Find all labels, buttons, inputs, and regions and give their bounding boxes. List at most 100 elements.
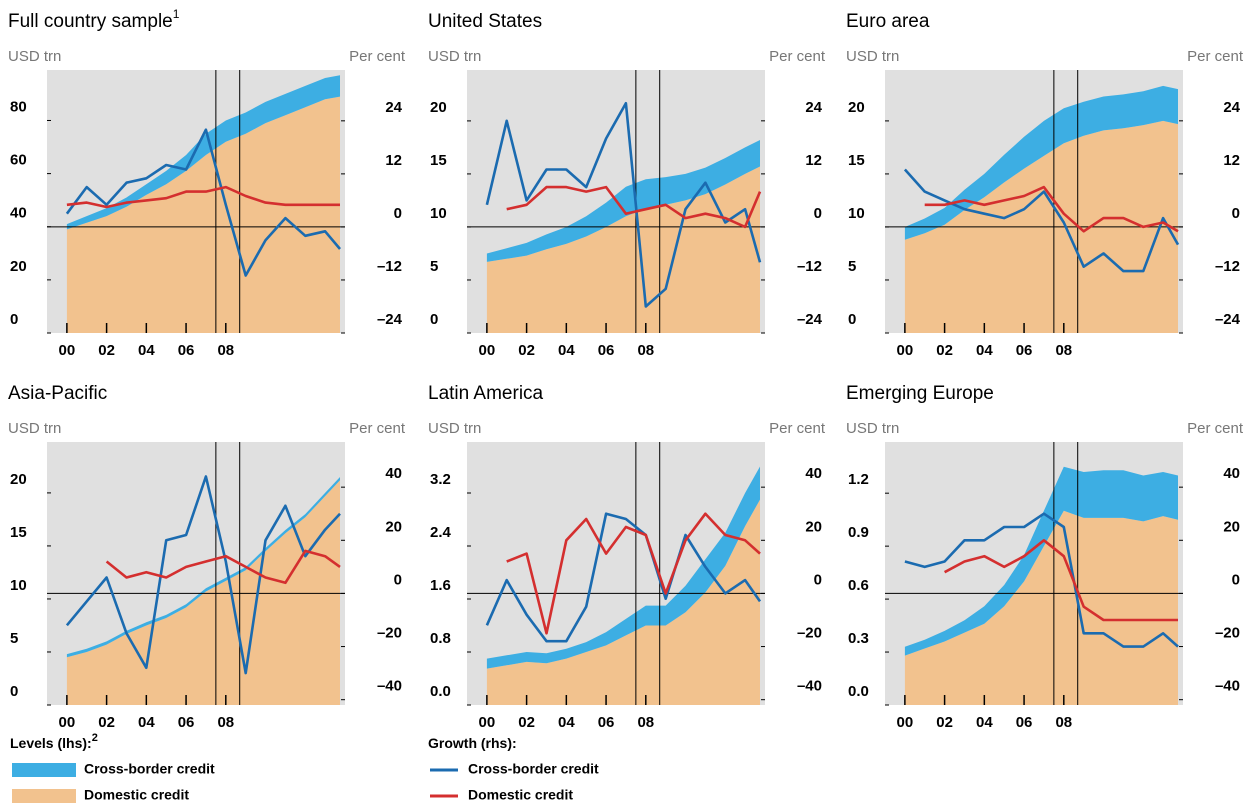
x-tick-label: 06 bbox=[1016, 342, 1033, 359]
growth-line bbox=[66, 185, 340, 209]
y2-tick-label: –24 bbox=[797, 311, 823, 328]
growth-line bbox=[924, 185, 1179, 233]
y-axis-unit: USD trn bbox=[846, 420, 899, 437]
x-tick-label: 02 bbox=[98, 714, 115, 731]
y-tick-label: 0 bbox=[430, 311, 438, 328]
x-tick-label: 06 bbox=[178, 342, 195, 359]
y-tick-label: 15 bbox=[10, 524, 27, 541]
panel-title-text: Asia-Pacific bbox=[8, 383, 107, 404]
legend-label: Domestic credit bbox=[84, 787, 189, 803]
y-tick-label: 0.6 bbox=[848, 577, 869, 594]
x-tick-label: 04 bbox=[138, 714, 155, 731]
y2-tick-label: –12 bbox=[797, 258, 822, 275]
y2-axis-unit: Per cent bbox=[1187, 48, 1244, 65]
growth-line bbox=[105, 549, 341, 585]
y-tick-label: 10 bbox=[430, 205, 447, 222]
x-tick-label: 02 bbox=[936, 342, 953, 359]
panel-title-text: United States bbox=[428, 11, 542, 32]
y-tick-label: 5 bbox=[848, 258, 856, 275]
y-tick-label: 1.6 bbox=[430, 577, 451, 594]
y-tick-label: 15 bbox=[848, 152, 865, 169]
y2-tick-label: –20 bbox=[797, 625, 822, 642]
x-tick-label: 00 bbox=[479, 342, 496, 359]
x-tick-label: 06 bbox=[178, 714, 195, 731]
y-tick-label: 2.4 bbox=[430, 524, 452, 541]
area bbox=[904, 466, 1178, 656]
area bbox=[66, 75, 341, 230]
panel-title: Latin America bbox=[428, 383, 544, 404]
y-axis-unit: USD trn bbox=[846, 48, 899, 65]
x-tick-label: 00 bbox=[59, 714, 76, 731]
y2-tick-label: –40 bbox=[797, 678, 822, 695]
y-tick-label: 80 bbox=[10, 98, 27, 115]
panel-title: United States bbox=[428, 11, 542, 32]
y2-axis-unit: Per cent bbox=[349, 420, 406, 437]
panel-title: Euro area bbox=[846, 11, 930, 32]
panel-title-text: Latin America bbox=[428, 383, 544, 404]
x-tick-label: 04 bbox=[976, 342, 993, 359]
y-tick-label: 0 bbox=[10, 311, 18, 328]
x-tick-label: 02 bbox=[518, 714, 535, 731]
x-tick-label: 08 bbox=[1055, 714, 1072, 731]
y2-tick-label: 0 bbox=[1232, 205, 1240, 222]
y2-tick-label: 24 bbox=[805, 99, 822, 116]
y-tick-label: 0 bbox=[10, 683, 18, 700]
area bbox=[486, 140, 760, 262]
y-tick-label: 5 bbox=[430, 258, 438, 275]
x-tick-label: 08 bbox=[217, 714, 234, 731]
x-tick-label: 08 bbox=[637, 342, 654, 359]
y-tick-label: 0.8 bbox=[430, 630, 451, 647]
area bbox=[486, 166, 760, 333]
growth-line bbox=[506, 185, 762, 229]
growth-line bbox=[506, 512, 761, 635]
y-tick-label: 10 bbox=[848, 205, 865, 222]
panel-title-text: Full country sample bbox=[8, 11, 173, 32]
y2-tick-label: 0 bbox=[394, 571, 402, 588]
panel-title: Asia-Pacific bbox=[8, 383, 107, 404]
y-tick-label: 40 bbox=[10, 205, 27, 222]
panel-title-text: Euro area bbox=[846, 11, 930, 32]
x-tick-label: 06 bbox=[598, 714, 615, 731]
x-tick-label: 04 bbox=[976, 714, 993, 731]
legend-title-text: Growth (rhs): bbox=[428, 735, 517, 751]
x-tick-label: 08 bbox=[637, 714, 654, 731]
legend-title: Growth (rhs): bbox=[428, 735, 517, 751]
y-tick-label: 10 bbox=[10, 577, 27, 594]
y-tick-label: 0.0 bbox=[848, 683, 869, 700]
y-tick-label: 0 bbox=[848, 311, 856, 328]
y-tick-label: 0.0 bbox=[430, 683, 451, 700]
x-tick-label: 06 bbox=[598, 342, 615, 359]
y2-tick-label: –20 bbox=[377, 625, 402, 642]
y2-tick-label: 12 bbox=[805, 152, 822, 169]
y-axis-unit: USD trn bbox=[428, 48, 481, 65]
y2-tick-label: 40 bbox=[385, 465, 402, 482]
y-tick-label: 60 bbox=[10, 152, 27, 169]
legend-label: Cross-border credit bbox=[84, 761, 215, 777]
x-tick-label: 04 bbox=[558, 342, 575, 359]
y2-tick-label: –40 bbox=[377, 678, 402, 695]
x-tick-label: 02 bbox=[936, 714, 953, 731]
area bbox=[904, 510, 1178, 705]
y-tick-label: 20 bbox=[10, 258, 27, 275]
y-tick-label: 15 bbox=[430, 152, 447, 169]
x-tick-label: 06 bbox=[1016, 714, 1033, 731]
y2-tick-label: –12 bbox=[377, 258, 402, 275]
y2-tick-label: 0 bbox=[814, 571, 822, 588]
area bbox=[66, 96, 341, 333]
legend-title: Levels (lhs):2 bbox=[10, 732, 98, 751]
growth-line bbox=[485, 512, 762, 643]
y-tick-label: 0.3 bbox=[848, 630, 869, 647]
y2-tick-label: 24 bbox=[1223, 99, 1240, 116]
y2-axis-unit: Per cent bbox=[769, 420, 826, 437]
y-axis-unit: USD trn bbox=[428, 420, 481, 437]
x-tick-label: 02 bbox=[98, 342, 115, 359]
x-tick-label: 08 bbox=[1055, 342, 1072, 359]
y2-tick-label: –12 bbox=[1215, 258, 1240, 275]
x-tick-label: 00 bbox=[59, 342, 76, 359]
y2-tick-label: 40 bbox=[805, 465, 822, 482]
panel-title: Emerging Europe bbox=[846, 383, 994, 404]
growth-line bbox=[485, 101, 762, 308]
x-tick-label: 00 bbox=[897, 342, 914, 359]
x-tick-label: 00 bbox=[897, 714, 914, 731]
